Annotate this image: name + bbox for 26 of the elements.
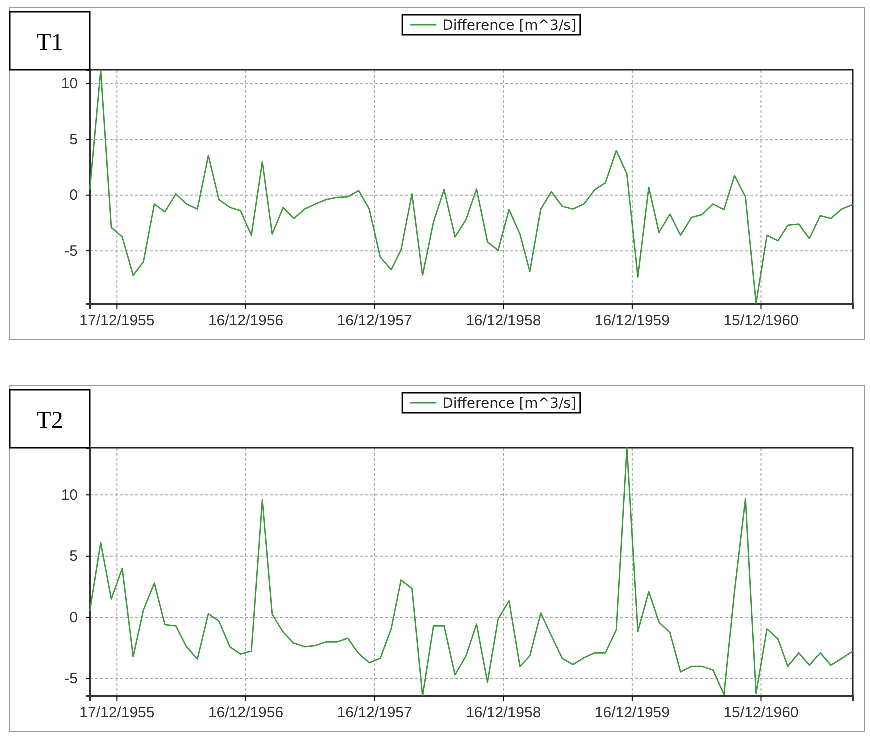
y-tick-label: -5 (64, 670, 78, 688)
x-tick-label: 16/12/1958 (466, 704, 542, 722)
y-tick-label: 5 (70, 548, 78, 566)
y-tick-label: 0 (70, 609, 78, 626)
x-tick-label: 16/12/1959 (594, 312, 670, 330)
chart-title: T2 (36, 408, 64, 434)
x-tick-label: 15/12/1960 (724, 704, 799, 722)
x-tick-label: 15/12/1960 (724, 312, 799, 330)
legend-label: Difference [m^3/s] (442, 18, 576, 34)
y-tick-label: 10 (61, 486, 78, 504)
y-tick-label: -5 (64, 242, 78, 260)
x-tick-label: 16/12/1959 (594, 704, 670, 722)
x-tick-label: 16/12/1958 (466, 312, 542, 330)
line-series (89, 447, 854, 697)
legend-label: Difference [m^3/s] (442, 396, 576, 412)
x-tick-label: 16/12/1957 (337, 704, 412, 722)
y-tick-label: 5 (70, 131, 78, 148)
y-tick-label: 10 (61, 76, 78, 93)
x-tick-label: 17/12/1955 (80, 704, 155, 722)
line-series (89, 70, 854, 304)
x-tick-label: 16/12/1956 (208, 312, 284, 330)
x-tick-label: 17/12/1955 (80, 312, 155, 330)
x-tick-label: 16/12/1957 (337, 312, 412, 330)
x-tick-label: 16/12/1956 (208, 704, 284, 722)
y-tick-label: 0 (70, 187, 78, 204)
chart-title: T1 (36, 30, 64, 56)
